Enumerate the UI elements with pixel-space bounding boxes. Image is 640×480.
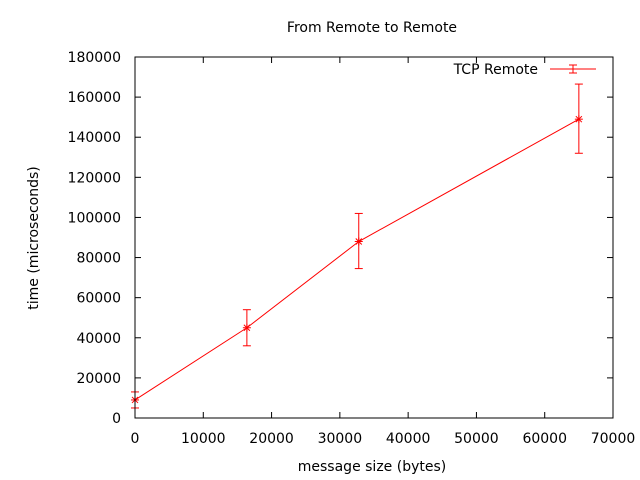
y-tick-label: 100000	[68, 210, 121, 226]
legend-label: TCP Remote	[453, 62, 538, 78]
series-line	[134, 118, 580, 401]
data-point	[354, 237, 363, 246]
y-tick-label: 40000	[76, 331, 121, 347]
data-point-marker	[355, 238, 363, 245]
x-axis-label: message size (bytes)	[298, 459, 446, 475]
y-tick-label: 120000	[68, 170, 121, 186]
plot-frame	[134, 56, 614, 419]
x-tick-label: 50000	[454, 431, 499, 447]
y-tick-label: 0	[112, 411, 121, 427]
data-point	[242, 323, 251, 332]
chart-title: From Remote to Remote	[287, 20, 457, 36]
legend: TCP Remote	[453, 62, 596, 78]
y-tick-label: 20000	[76, 371, 121, 387]
data-point-marker	[243, 324, 251, 332]
y-tick-label: 160000	[68, 90, 121, 106]
x-tick-label: 40000	[386, 431, 431, 447]
data-point	[574, 115, 583, 124]
x-tick-label: 60000	[522, 431, 567, 447]
data-point-marker	[575, 115, 583, 123]
y-tick-label: 60000	[76, 291, 121, 307]
x-tick-label: 30000	[318, 431, 363, 447]
y-tick-label: 180000	[68, 50, 121, 66]
y-tick-label: 80000	[76, 251, 121, 267]
x-tick-label: 0	[131, 431, 140, 447]
x-tick-label: 70000	[591, 431, 636, 447]
y-axis-label: time (microseconds)	[26, 166, 42, 309]
x-tick-label: 10000	[181, 431, 226, 447]
y-tick-label: 140000	[68, 130, 121, 146]
x-tick-label: 20000	[249, 431, 294, 447]
